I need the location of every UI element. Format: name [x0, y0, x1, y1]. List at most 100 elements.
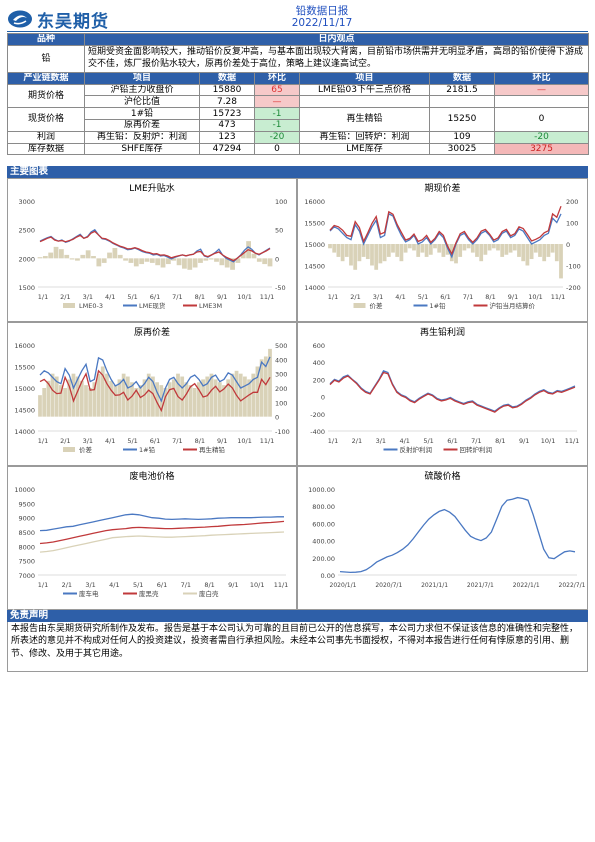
th-chain: 产业链数据	[7, 71, 85, 85]
bar-mark	[240, 252, 246, 259]
legend-label: 再生精铅	[199, 445, 226, 454]
chart-title: LME升贴水	[129, 184, 175, 194]
bar-mark	[357, 244, 362, 262]
series-line	[329, 205, 562, 256]
item-cell: LME铅03下午三点价格	[299, 83, 430, 97]
value-cell: 109	[429, 130, 495, 144]
bar-mark	[48, 252, 54, 259]
y2-tick-label: 0	[275, 414, 279, 422]
bar-mark	[198, 258, 203, 263]
bar-mark	[113, 385, 118, 417]
change-cell: 0	[254, 142, 300, 156]
change-cell: 3275	[493, 142, 590, 156]
bar-mark	[247, 379, 251, 417]
bar-mark	[529, 244, 534, 260]
bar-mark	[251, 373, 256, 417]
bar-mark	[42, 388, 47, 417]
y-tick-label: -200	[310, 411, 325, 419]
x-tick-label: 9/1	[228, 581, 238, 589]
y2-tick-label: -100	[566, 263, 581, 271]
bar-mark	[349, 244, 353, 266]
logo-text: 东吴期货	[37, 11, 109, 32]
table-row: 库存数据 SHFE库存 47294 0 LME库存 30025 3275	[7, 142, 590, 156]
y-tick-label: 400.00	[312, 538, 335, 546]
bar-mark	[487, 244, 492, 251]
x-tick-label: 2020/7/1	[375, 582, 402, 589]
legend-label: 1#铅	[139, 445, 156, 454]
bar-mark	[59, 385, 63, 417]
bar-mark	[197, 382, 201, 417]
bar-mark	[470, 244, 475, 253]
y-tick-label: 9500	[18, 500, 35, 508]
bar-mark	[160, 258, 166, 268]
change-cell: -1	[254, 118, 300, 132]
bar-mark	[125, 376, 130, 417]
change-cell: -20	[254, 130, 300, 144]
x-tick-label: 9/1	[519, 437, 529, 445]
bar-mark	[46, 380, 51, 417]
y-tick-label: 16000	[304, 198, 325, 206]
company-logo: 东吴期货	[7, 7, 109, 32]
th-data1: 数据	[199, 71, 255, 85]
bar-mark	[180, 376, 185, 417]
x-tick-label: 1/1	[328, 293, 338, 301]
x-tick-label: 2/1	[352, 437, 362, 445]
bar-mark	[91, 256, 96, 259]
value-cell: 30025	[429, 142, 495, 156]
bar-mark	[332, 244, 337, 253]
x-tick-label: 3/1	[83, 437, 93, 445]
th-chg1: 环比	[254, 71, 300, 85]
bar-mark	[230, 373, 235, 417]
bar-mark	[37, 257, 43, 259]
group-spot: 现货价格	[7, 107, 85, 132]
x-tick-label: 2/1	[62, 581, 72, 589]
bar-mark	[256, 258, 262, 262]
bar-mark	[163, 388, 168, 417]
bar-mark	[420, 244, 425, 253]
disclaimer-text: 本报告由东吴期货研究所制作及发布。报告是基于本公司认为可靠的且目前已公开的信息撰…	[7, 622, 588, 672]
change-cell	[493, 95, 590, 109]
x-tick-label: 1/1	[328, 437, 338, 445]
bar-mark	[361, 244, 366, 257]
bar-mark	[243, 376, 247, 417]
y-tick-label: 9000	[18, 515, 35, 523]
legend-label: 1#铅	[430, 301, 447, 310]
x-tick-label: 2/1	[60, 293, 70, 301]
x-tick-label: 11/1	[551, 293, 566, 301]
bar-mark	[559, 244, 563, 279]
y-tick-label: 15000	[304, 241, 325, 249]
x-tick-label: 11/1	[274, 581, 289, 589]
y-tick-label: 2500	[18, 227, 35, 235]
chart-futures-spot-spread: 期现价差 16000 15500 15000 14500 14000 200 100 0 -10…	[297, 178, 588, 322]
x-tick-label: 6/1	[157, 581, 167, 589]
x-tick-label: 3/1	[376, 437, 386, 445]
y-tick-label: 2000	[18, 255, 35, 263]
chart-lme-spread: LME升贴水 3000 2500 2000 1500 100 50 0 -50 1/1 2/1 3/…	[7, 178, 297, 322]
bar-mark	[238, 373, 243, 417]
viewpoint-text: 短期受资金面影响较大，推动铅价反复冲高，与基本面出现较大背离，目前铅市场供需并无…	[83, 44, 590, 73]
bar-mark	[504, 244, 509, 255]
bar-mark	[458, 244, 463, 257]
bar-mark	[123, 258, 128, 261]
y-tick-label: 15500	[304, 220, 325, 228]
bar-mark	[142, 379, 147, 417]
x-tick-label: 9/1	[217, 293, 227, 301]
y-tick-label: 15000	[14, 385, 35, 393]
y-tick-label: 200.00	[312, 555, 335, 563]
y-tick-label: 8000	[18, 543, 35, 551]
bar-mark	[192, 388, 197, 417]
bar-mark	[146, 373, 151, 417]
x-tick-label: 1/1	[38, 293, 48, 301]
bar-mark	[107, 252, 112, 259]
y-tick-label: 14500	[304, 263, 325, 271]
bar-mark	[187, 258, 193, 270]
bar-mark	[149, 258, 155, 263]
bar-mark	[374, 244, 379, 270]
bar-mark	[64, 254, 70, 259]
bar-mark	[138, 385, 143, 417]
x-tick-label: 4/1	[105, 437, 115, 445]
legend-swatch	[63, 447, 75, 452]
bar-mark	[54, 376, 59, 417]
bar-mark	[133, 258, 139, 267]
